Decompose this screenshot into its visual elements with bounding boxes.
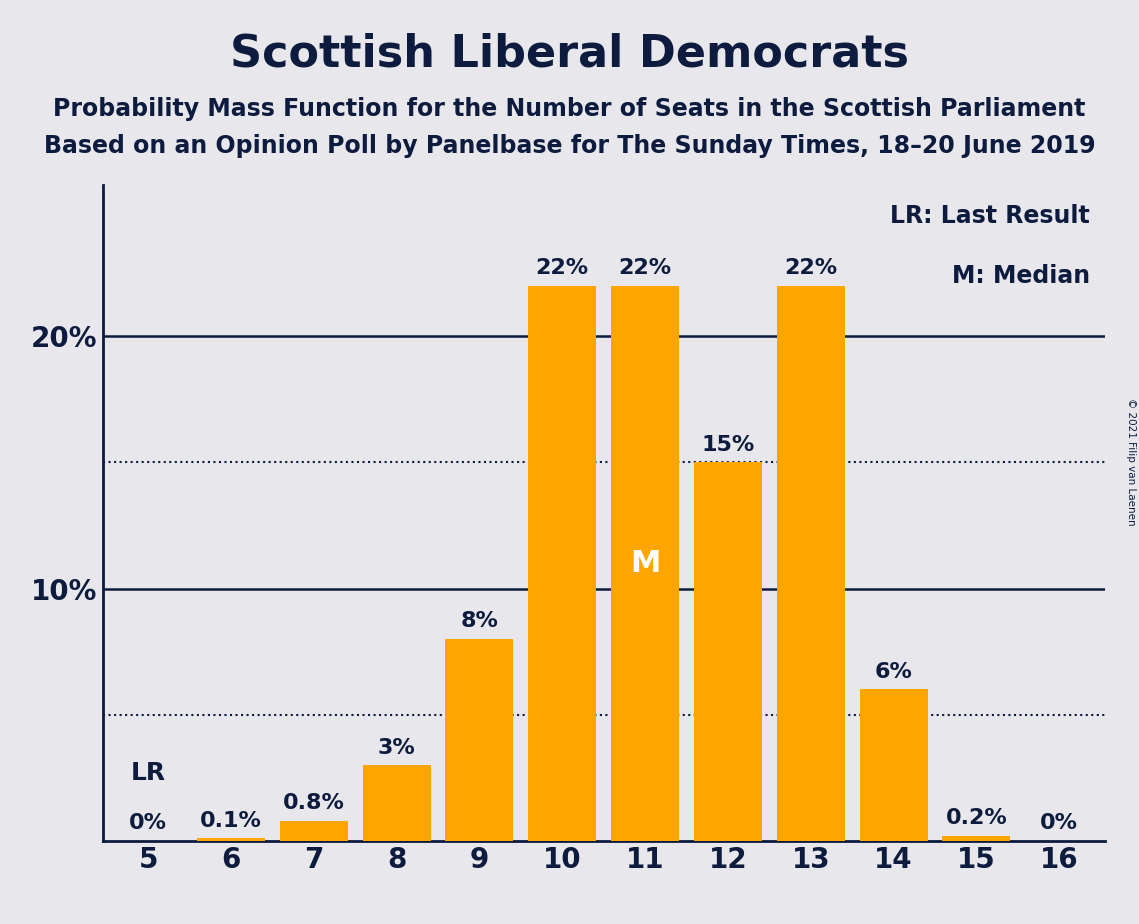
Text: Probability Mass Function for the Number of Seats in the Scottish Parliament: Probability Mass Function for the Number… [54,97,1085,121]
Bar [777,286,845,841]
Bar [860,689,927,841]
Bar [197,838,265,841]
Text: 0.2%: 0.2% [945,808,1007,828]
Bar [612,286,679,841]
Text: 22%: 22% [784,258,837,278]
Bar [280,821,347,841]
Text: 22%: 22% [618,258,672,278]
Bar [445,639,514,841]
Text: 0%: 0% [129,813,167,833]
Text: LR: Last Result: LR: Last Result [890,204,1090,228]
Text: 8%: 8% [460,612,499,631]
Text: 6%: 6% [875,662,912,682]
Bar [528,286,596,841]
Text: Scottish Liberal Democrats: Scottish Liberal Democrats [230,32,909,76]
Text: 22%: 22% [535,258,589,278]
Text: 3%: 3% [378,737,416,758]
Bar [362,765,431,841]
Text: 0.1%: 0.1% [200,810,262,831]
Text: © 2021 Filip van Laenen: © 2021 Filip van Laenen [1126,398,1136,526]
Bar [694,462,762,841]
Text: 0%: 0% [1040,813,1079,833]
Bar [942,836,1010,841]
Text: M: M [630,549,661,578]
Text: 15%: 15% [702,435,754,455]
Text: LR: LR [131,761,165,785]
Text: M: Median: M: Median [952,263,1090,287]
Text: 0.8%: 0.8% [282,793,345,813]
Text: Based on an Opinion Poll by Panelbase for The Sunday Times, 18–20 June 2019: Based on an Opinion Poll by Panelbase fo… [43,134,1096,158]
